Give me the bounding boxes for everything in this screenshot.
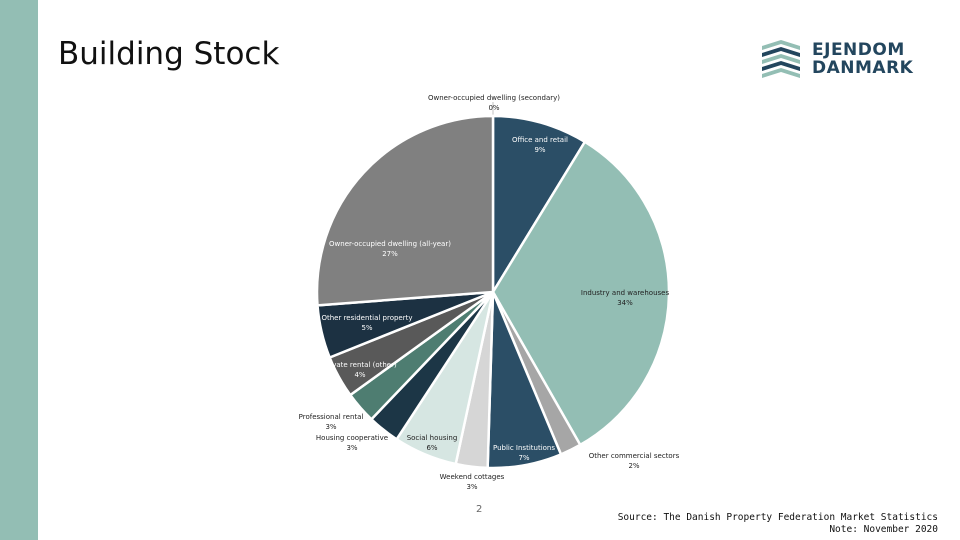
pie-label-office-and-retail-value: 9% bbox=[534, 146, 545, 154]
pie-label-weekend-cottages: Weekend cottages bbox=[440, 473, 505, 481]
pie-label-other-commercial-sectors: Other commercial sectors bbox=[589, 452, 680, 460]
logo-text-line-1: EJENDOM bbox=[812, 40, 905, 60]
pie-label-public-institutions-value: 7% bbox=[518, 454, 529, 462]
pie-label-professional-rental: Professional rental bbox=[299, 413, 364, 421]
pie-label-professional-rental-value: 3% bbox=[325, 423, 336, 431]
header-panel bbox=[38, 0, 960, 88]
pie-slice-owner-occupied-dwelling-all-year bbox=[315, 114, 495, 307]
note-line: Note: November 2020 bbox=[829, 524, 938, 535]
page-number: 2 bbox=[476, 504, 483, 515]
pie-label-weekend-cottages-value: 3% bbox=[466, 483, 477, 491]
ejendom-danmark-logo: EJENDOM DANMARK bbox=[760, 38, 920, 80]
pie-label-private-rental-other: Private rental (other) bbox=[323, 361, 397, 369]
pie-label-owner-occupied-dwelling-secondary: Owner-occupied dwelling (secondary) bbox=[428, 94, 560, 102]
pie-label-office-and-retail: Office and retail bbox=[512, 136, 568, 144]
pie-label-social-housing: Social housing bbox=[407, 434, 458, 442]
source-note: Source: The Danish Property Federation M… bbox=[618, 512, 938, 536]
pie-slice-office-and-retail bbox=[491, 114, 587, 297]
source-line: Source: The Danish Property Federation M… bbox=[617, 512, 938, 523]
logo-text-line-2: DANMARK bbox=[812, 58, 914, 78]
pie-label-other-commercial-sectors-value: 2% bbox=[628, 462, 639, 470]
pie-label-housing-cooperative: Housing cooperative bbox=[316, 434, 388, 442]
pie-label-industry-and-warehouses-value: 34% bbox=[617, 299, 633, 307]
pie-label-other-residential-property: Other residential property bbox=[321, 314, 412, 322]
pie-label-other-residential-property-value: 5% bbox=[361, 324, 372, 332]
logo-stack-icon bbox=[762, 40, 800, 78]
building-stock-pie-chart: Owner-occupied dwelling (secondary) 0% Off… bbox=[290, 90, 700, 500]
side-accent-band bbox=[0, 0, 38, 540]
pie-label-owner-occupied-dwelling-all-year-value: 27% bbox=[382, 250, 398, 258]
pie-label-private-rental-other-value: 4% bbox=[354, 371, 365, 379]
pie-label-owner-occupied-dwelling-all-year: Owner-occupied dwelling (all-year) bbox=[329, 240, 451, 248]
pie-label-owner-occupied-dwelling-secondary-value: 0% bbox=[488, 104, 499, 112]
pie-slice-industry-and-warehouses bbox=[491, 140, 671, 447]
slide-header: Building Stock EJENDOM DANMARK bbox=[0, 0, 960, 92]
pie-chart-svg: Owner-occupied dwelling (secondary) 0% Off… bbox=[299, 94, 680, 491]
pie-label-social-housing-value: 6% bbox=[426, 444, 437, 452]
pie-label-industry-and-warehouses: Industry and warehouses bbox=[581, 289, 670, 297]
slide-title: Building Stock bbox=[58, 36, 280, 72]
pie-label-public-institutions: Public Institutions bbox=[493, 444, 555, 452]
pie-label-housing-cooperative-value: 3% bbox=[346, 444, 357, 452]
